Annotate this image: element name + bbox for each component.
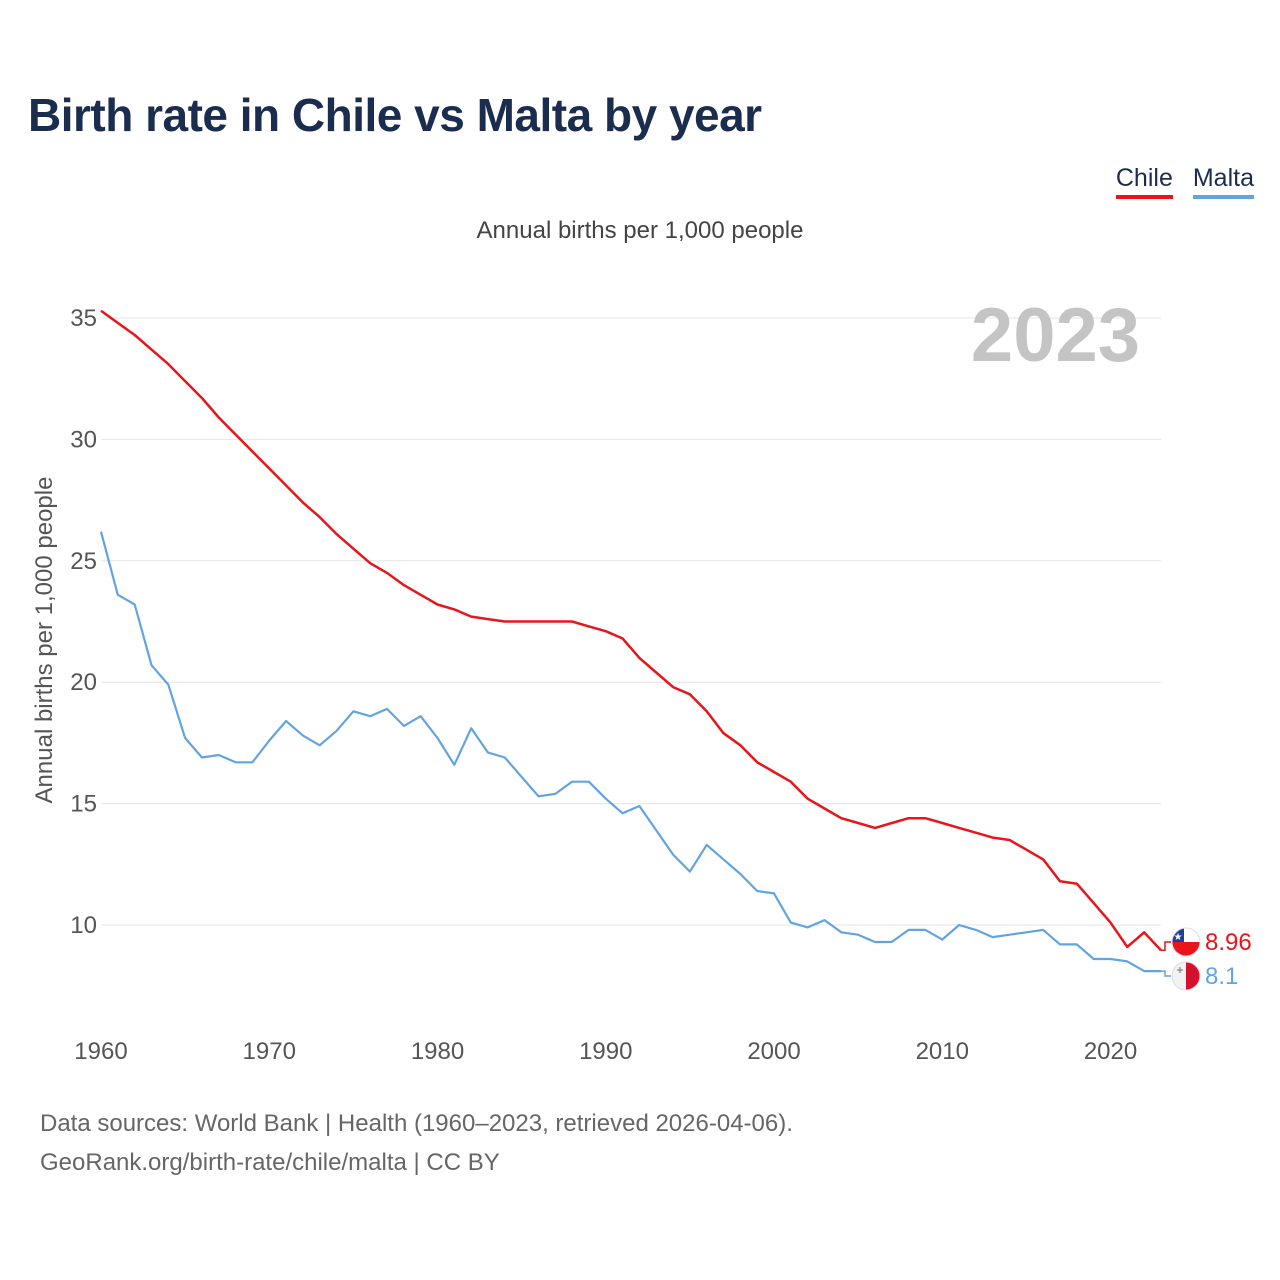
malta-end-value: 8.1 [1205,963,1238,990]
footer-sources: Data sources: World Bank | Health (1960–… [40,1110,793,1137]
x-tick-label: 2010 [916,1038,969,1065]
y-tick-label: 30 [70,426,97,453]
x-tick-label: 1990 [579,1038,632,1065]
footer: Data sources: World Bank | Health (1960–… [40,1104,793,1182]
y-tick-label: 35 [70,305,97,332]
line-chart: 2023 10 15 20 25 30 35 1960 1970 1980 1990 2000 20… [31,293,1252,1065]
chile-end-value: 8.96 [1205,929,1252,956]
chart-title: Birth rate in Chile vs Malta by year [28,89,762,141]
gridlines [101,317,1161,926]
chart-subtitle: Annual births per 1,000 people [476,217,804,244]
footer-link[interactable]: GeoRank.org/birth-rate/chile/malta | CC … [40,1149,500,1176]
end-connector-chile [1161,941,1171,952]
x-tick-label: 2020 [1084,1038,1137,1065]
chile-flag-icon: ★ [1171,927,1201,957]
svg-text:✚: ✚ [1177,966,1184,975]
year-watermark: 2023 [971,293,1140,378]
x-tick-label: 1980 [411,1038,464,1065]
y-axis-label: Annual births per 1,000 people [31,477,58,804]
series-line-chile[interactable] [100,309,1162,952]
malta-flag-icon: ✚ [1171,961,1201,991]
y-tick-label: 25 [70,548,97,575]
y-tick-label: 20 [70,669,97,696]
x-axis-ticks: 1960 1970 1980 1990 2000 2010 2020 [74,1038,1137,1065]
y-axis-ticks: 10 15 20 25 30 35 [70,305,97,939]
legend-chile[interactable]: Chile [1115,164,1173,199]
y-tick-label: 10 [70,912,97,939]
series-lines [99,309,1171,977]
y-tick-label: 15 [70,791,97,818]
x-tick-label: 2000 [747,1038,800,1065]
end-markers: ★ ✚ 8.96 8.1 [1171,927,1252,991]
legend-malta[interactable]: Malta [1192,164,1254,199]
x-tick-label: 1970 [243,1038,296,1065]
end-connector-malta [1161,970,1171,977]
x-tick-label: 1960 [74,1038,127,1065]
legend: Chile Malta [1115,164,1254,199]
series-line-malta[interactable] [99,531,1161,973]
svg-text:★: ★ [1174,932,1183,943]
